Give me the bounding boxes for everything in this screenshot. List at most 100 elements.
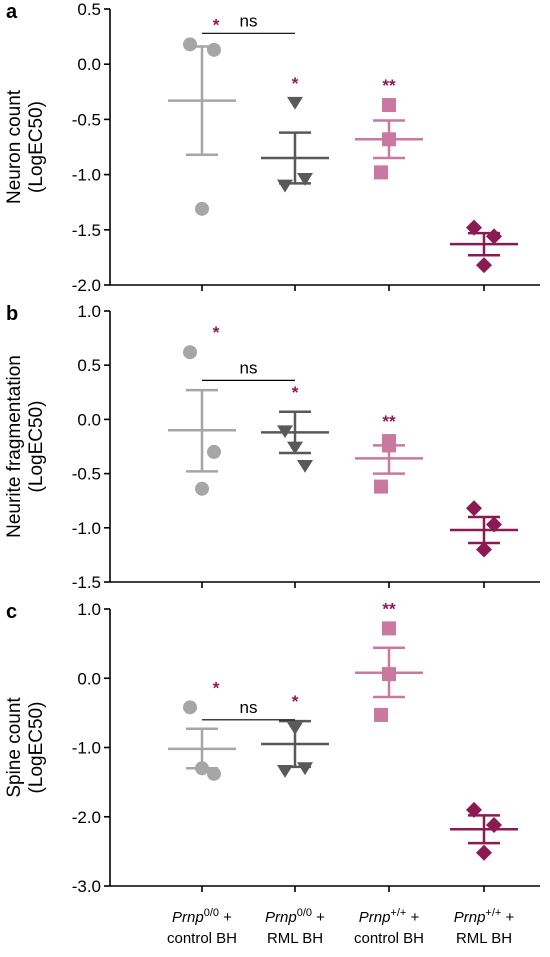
data-point <box>486 228 502 245</box>
y-axis-label: Spine count(LogEC50) <box>4 697 47 798</box>
y-axis-label: Neurite fragmentation(LogEC50) <box>4 355 47 538</box>
category-genotype: +/+ <box>390 907 406 919</box>
category-label-line1: Prnp+/+ + <box>359 907 420 926</box>
data-point <box>476 257 492 274</box>
panel-b: b 1.0 0.5 0.0 -0.5 -1.0 -1.5 Neurite fragmentat… <box>4 302 540 592</box>
category-label-line2: control BH <box>167 930 237 947</box>
category-label-line2: RML BH <box>456 930 512 947</box>
data-point <box>466 801 482 818</box>
group-1: * <box>168 678 236 781</box>
y-tick-label: 1.0 <box>77 302 101 321</box>
ns-label: ns <box>240 11 258 30</box>
data-point <box>297 460 313 473</box>
ns-label: ns <box>240 698 258 717</box>
category-gene: Prnp <box>265 909 297 926</box>
group-3: ** <box>355 599 423 722</box>
y-axis-label-line1: Neurite fragmentation <box>4 355 25 538</box>
category-gene: Prnp <box>172 909 204 926</box>
y-tick-label: 0.0 <box>77 669 101 688</box>
y-tick-label: -1.5 <box>72 573 101 592</box>
category-plus: + <box>219 909 232 926</box>
data-point <box>476 541 492 558</box>
category-gene: Prnp <box>359 909 391 926</box>
category-label-line1: Prnp0/0 + <box>265 907 325 926</box>
y-tick-label: 0.5 <box>77 356 101 375</box>
y-tick-label: -2.0 <box>72 808 101 827</box>
y-tick-label: 0.0 <box>77 410 101 429</box>
y-tick-label: 0.5 <box>77 0 101 19</box>
panel-label: c <box>6 601 17 623</box>
y-tick-label: -1.5 <box>72 221 101 240</box>
category-gene: Prnp <box>454 909 486 926</box>
y-tick-label: -3.0 <box>72 877 101 896</box>
data-point <box>195 481 209 496</box>
data-point <box>466 500 482 517</box>
category-label-line1: Prnp+/+ + <box>454 907 515 926</box>
group-3: ** <box>355 76 423 180</box>
category-label-line1: Prnp0/0 + <box>172 907 232 926</box>
panel-c: c 1.0 0.0 -1.0 -2.0 -3.0 Spine count(LogEC50) *… <box>4 599 540 896</box>
data-point <box>374 165 388 180</box>
y-axis-label-line2: (LogEC50) <box>26 702 47 794</box>
y-axis-label-line2: (LogEC50) <box>26 401 47 493</box>
y-tick-label: -1.0 <box>72 739 101 758</box>
group-3: ** <box>355 412 423 494</box>
category-label-line2: control BH <box>354 930 424 947</box>
data-point <box>486 516 502 533</box>
data-point <box>195 761 209 776</box>
y-tick-label: 1.0 <box>77 600 101 619</box>
data-point <box>374 707 388 722</box>
significance-stars: * <box>292 383 299 402</box>
data-point <box>183 37 197 52</box>
data-point <box>374 479 388 494</box>
significance-stars: * <box>213 15 220 34</box>
group-4 <box>450 219 518 274</box>
category-label-line2: RML BH <box>267 930 323 947</box>
y-axis-label-line1: Spine count <box>4 697 25 798</box>
significance-stars: * <box>213 323 220 342</box>
data-point <box>277 179 293 193</box>
data-point <box>207 766 221 781</box>
y-axis-label: Neuron count(LogEC50) <box>4 89 47 204</box>
y-tick-label: -1.0 <box>72 519 101 538</box>
y-axis-label-line2: (LogEC50) <box>26 101 47 193</box>
category-genotype: 0/0 <box>204 907 219 919</box>
data-point <box>382 132 396 147</box>
group-4 <box>450 500 518 558</box>
data-point <box>382 438 396 453</box>
data-point <box>466 219 482 236</box>
data-point <box>382 98 396 113</box>
y-tick-label: -0.5 <box>72 110 101 129</box>
y-tick-label: -2.0 <box>72 276 101 295</box>
data-point <box>476 844 492 861</box>
data-point <box>195 201 209 216</box>
y-axis-label-line1: Neuron count <box>4 89 25 204</box>
data-point <box>287 722 303 735</box>
data-point <box>297 173 313 186</box>
data-point <box>277 425 293 439</box>
data-point <box>207 42 221 57</box>
data-point <box>297 762 313 776</box>
significance-stars: ** <box>382 599 396 618</box>
data-point <box>183 345 197 360</box>
data-point <box>486 817 502 834</box>
group-4 <box>450 801 518 861</box>
y-tick-label: 0.0 <box>77 55 101 74</box>
category-plus: + <box>501 909 514 926</box>
category-plus: + <box>406 909 419 926</box>
data-point <box>183 700 197 715</box>
data-point <box>382 621 396 636</box>
group-1: * <box>168 15 236 216</box>
y-tick-label: -0.5 <box>72 465 101 484</box>
significance-stars: ** <box>382 412 396 431</box>
data-point <box>382 667 396 682</box>
data-point <box>287 441 303 455</box>
group-2: * <box>261 692 329 778</box>
significance-stars: ** <box>382 76 396 95</box>
ns-label: ns <box>240 358 258 377</box>
data-point <box>207 444 221 459</box>
significance-stars: * <box>292 74 299 93</box>
panel-a: a 0.5 0.0 -0.5 -1.0 -1.5 -2.0 Neuron count(LogE… <box>4 0 540 295</box>
